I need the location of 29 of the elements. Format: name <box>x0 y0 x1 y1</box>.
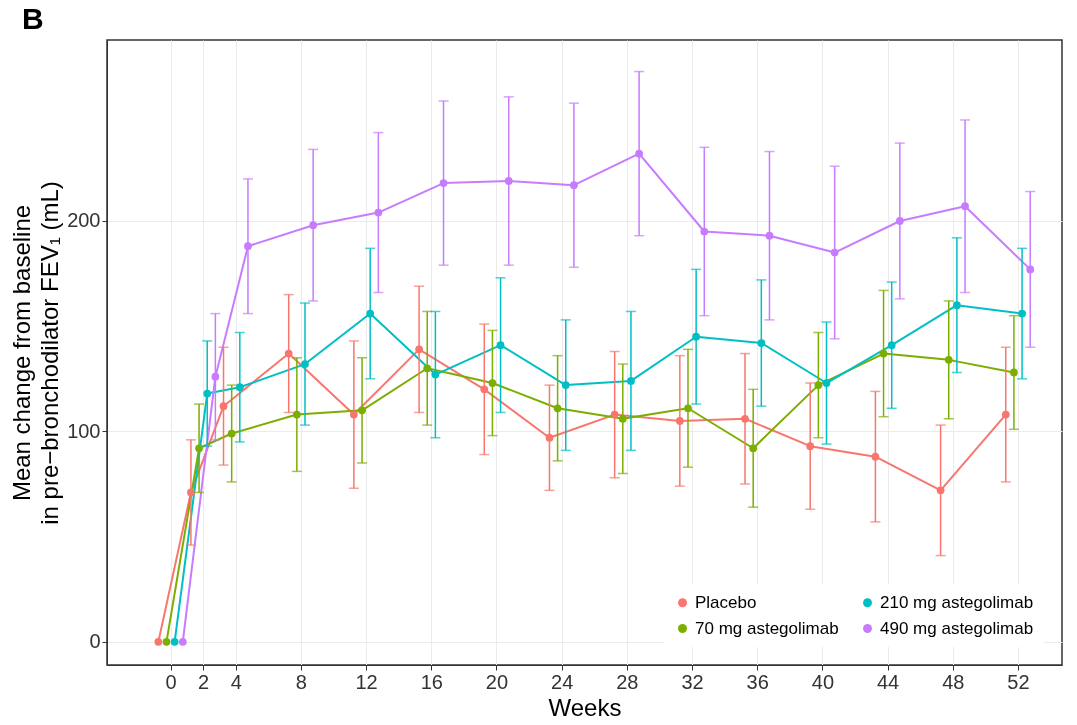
x-axis-title: Weeks <box>548 693 622 721</box>
x-tick-label: 0 <box>165 670 177 693</box>
x-tick-label: 48 <box>942 670 965 693</box>
x-tick-label: 32 <box>681 670 704 693</box>
x-tick-label: 36 <box>746 670 769 693</box>
y-tick-label: 0 <box>89 630 101 653</box>
x-tick-label: 8 <box>295 670 307 693</box>
x-tick-label: 40 <box>811 670 835 693</box>
x-tick-label: 16 <box>420 670 443 693</box>
y-axis-title: Mean change from baseline in pre−bronchodilator FEV₁ (mL) <box>8 181 64 525</box>
y-tick-label: 100 <box>67 419 101 442</box>
x-tick-label: 52 <box>1007 670 1030 693</box>
point <box>178 637 187 646</box>
legend-label: 490 mg astegolimab <box>880 618 1034 638</box>
chart-title: B <box>21 1 45 36</box>
legend-label: 210 mg astegolimab <box>880 592 1034 612</box>
point <box>154 637 163 646</box>
y-tick-label: 200 <box>67 209 101 232</box>
point <box>170 637 179 646</box>
legend-label: 70 mg astegolimab <box>695 618 839 638</box>
x-tick-label: 4 <box>230 670 242 693</box>
point <box>162 637 171 646</box>
x-tick-label: 20 <box>485 670 509 693</box>
x-tick-label: 44 <box>877 670 900 693</box>
x-tick-label: 24 <box>551 670 574 693</box>
x-tick-label: 28 <box>616 670 639 693</box>
x-tick-label: 2 <box>198 670 210 693</box>
legend-label: Placebo <box>695 592 757 612</box>
x-tick-label: 12 <box>355 670 378 693</box>
